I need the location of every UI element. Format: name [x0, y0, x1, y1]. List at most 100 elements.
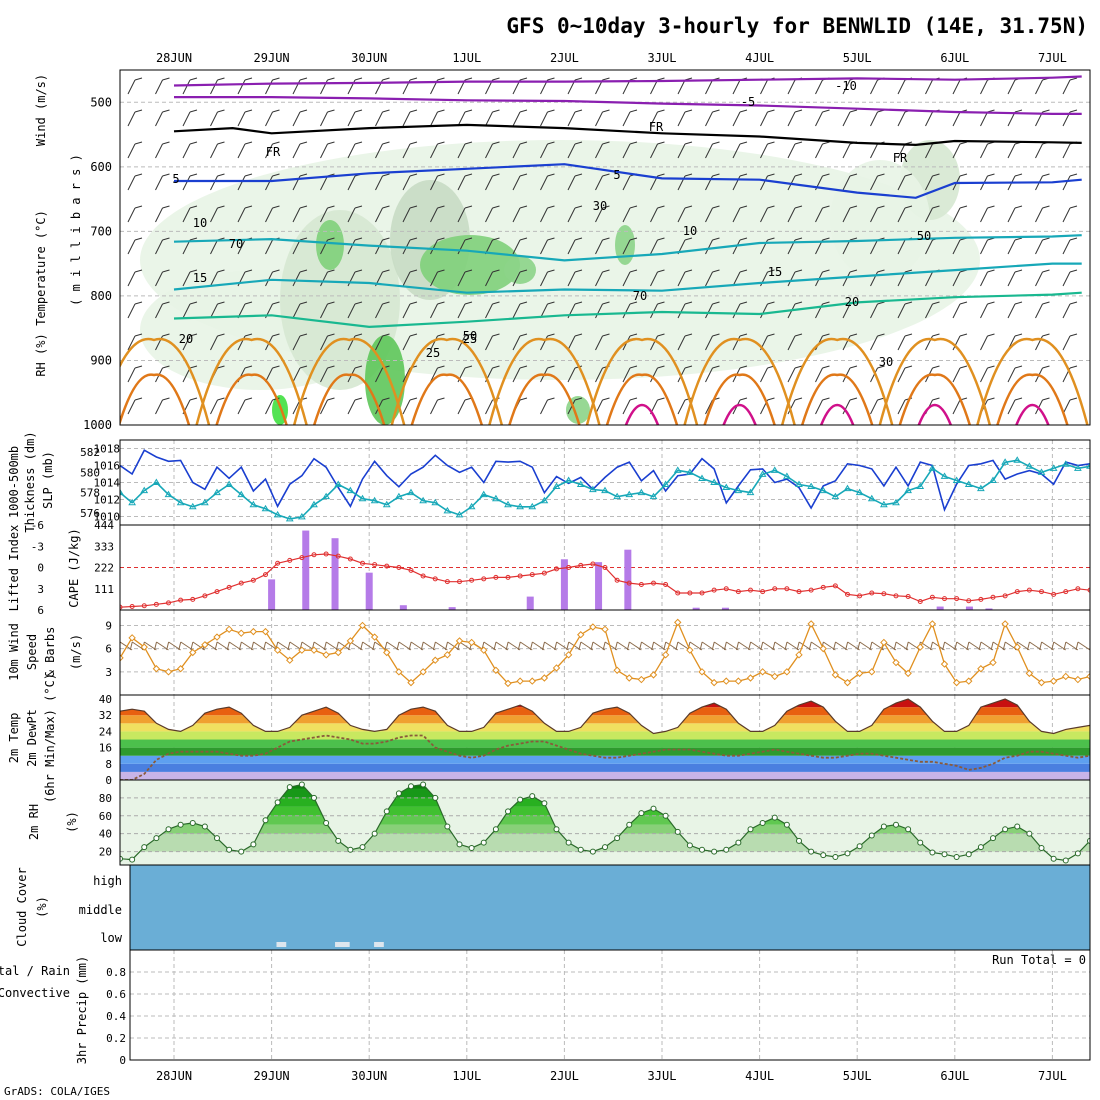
- ytick-li-4: 6: [37, 604, 44, 617]
- li-point: [663, 582, 669, 587]
- rh-point: [226, 846, 233, 853]
- li-point: [554, 566, 559, 572]
- wind-barb: [677, 301, 693, 319]
- wind-barb: [705, 301, 720, 319]
- rh-point: [214, 835, 220, 842]
- thickness-point: [285, 514, 294, 522]
- wind-point: [492, 666, 500, 674]
- wind-barb: [1062, 237, 1078, 255]
- wind-barb: [127, 333, 143, 351]
- rh-point: [383, 808, 390, 815]
- ytick-upper-800: 800: [90, 289, 112, 303]
- thickness-point: [564, 476, 573, 483]
- wind-point: [746, 674, 755, 682]
- precip-panel: [130, 971, 1090, 1039]
- wind-barb: [760, 173, 775, 191]
- isotherm-30-9: [996, 373, 1069, 425]
- wind-point: [1086, 672, 1090, 681]
- wind-barb: [347, 397, 363, 415]
- wind-barb: [512, 333, 528, 351]
- thickness-point: [613, 492, 622, 500]
- wind-barb: [650, 333, 665, 351]
- wind10m-barb: [1027, 641, 1042, 651]
- rh-point: [323, 819, 330, 826]
- thickness-point: [795, 480, 803, 488]
- wind-barb: [127, 301, 143, 319]
- wind-point: [1062, 672, 1070, 681]
- wind-barb: [1062, 173, 1078, 191]
- wind-barb: [485, 269, 500, 287]
- wind-barb: [155, 141, 170, 159]
- isotherm-25-3: [390, 337, 504, 425]
- wind-point: [419, 668, 427, 676]
- wind-point: [225, 625, 233, 634]
- li-point: [845, 591, 850, 597]
- rh-point: [120, 855, 123, 862]
- wind-barb: [567, 109, 583, 127]
- isotherm-30-5: [605, 373, 679, 425]
- ytick-temp-24: 24: [99, 725, 113, 738]
- contour-label-7: 10: [193, 216, 207, 230]
- ylabel-p8-2: 3hr Precip (mm): [75, 956, 89, 1064]
- wind-barb: [512, 301, 528, 319]
- wind-barb: [595, 333, 610, 351]
- wind-barb: [815, 397, 830, 415]
- rh-point: [808, 848, 815, 855]
- wind-barb: [127, 109, 143, 127]
- wind-point: [613, 666, 621, 674]
- wind-barb: [897, 301, 913, 319]
- rh-point: [820, 852, 827, 859]
- wind-point: [807, 620, 815, 628]
- rh-point: [1002, 826, 1009, 833]
- wind-barb: [1007, 365, 1023, 383]
- date-top-29JUN: 29JUN: [254, 51, 290, 65]
- wind-barb: [512, 365, 528, 383]
- wind-point: [249, 627, 258, 636]
- isotherm-25-5: [585, 337, 699, 425]
- thickness-point: [128, 498, 137, 506]
- wind-barb: [237, 397, 253, 415]
- thickness-point: [1061, 460, 1070, 467]
- wind-point: [467, 638, 476, 647]
- li-point: [420, 573, 426, 579]
- wind-barb: [292, 301, 308, 319]
- ylabel-p5-1: 2m DewPt: [25, 709, 39, 767]
- cloud-level-high: high: [93, 874, 122, 888]
- wind-barb: [677, 205, 693, 223]
- wind-point: [370, 633, 379, 641]
- li-point: [529, 572, 535, 578]
- wind-barb: [1062, 77, 1078, 95]
- thickness-point: [637, 488, 646, 496]
- li-point: [214, 589, 220, 595]
- li-point: [942, 596, 947, 602]
- wind-barb: [265, 141, 280, 159]
- rh-point: [893, 821, 899, 828]
- ylabel-p6-1: (%): [65, 811, 79, 833]
- li-point: [602, 565, 608, 570]
- li-point: [917, 599, 923, 604]
- wind-barb: [540, 237, 555, 255]
- thickness-point: [249, 500, 258, 508]
- wind-point: [710, 678, 718, 687]
- thickness-point: [588, 485, 597, 493]
- wind-barb: [155, 77, 170, 95]
- ylabel-upper-3: ( m i l l i b a r s ): [69, 154, 83, 306]
- rh-point: [492, 826, 499, 833]
- rh-point: [541, 800, 548, 807]
- thickness-point: [989, 476, 997, 483]
- wind-barb: [1091, 270, 1100, 286]
- wind-barb: [182, 205, 198, 223]
- li-point: [566, 565, 572, 570]
- wind-barb: [402, 173, 418, 191]
- rh-point: [977, 844, 984, 851]
- wind-point: [795, 651, 803, 659]
- li-point: [1087, 587, 1090, 593]
- wind-barb: [622, 77, 638, 95]
- thickness-point: [843, 484, 852, 492]
- thickness-point: [394, 492, 403, 500]
- date-top-3JUL: 3JUL: [648, 51, 677, 65]
- thickness-point: [516, 502, 525, 510]
- ytick-rh-40: 40: [99, 828, 112, 841]
- wind-barb: [622, 109, 638, 127]
- li-point: [178, 597, 184, 603]
